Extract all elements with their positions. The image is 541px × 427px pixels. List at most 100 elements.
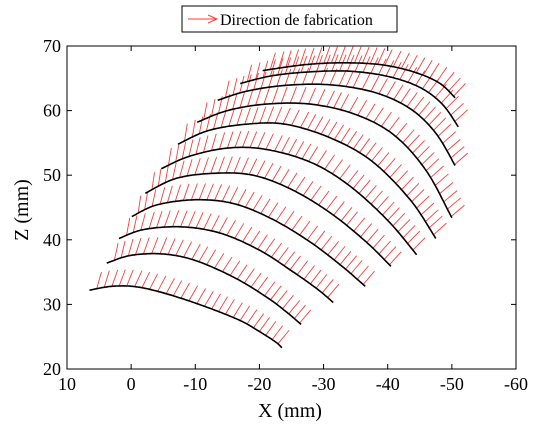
x-tick-label: 0	[127, 374, 136, 394]
direction-vector	[412, 140, 425, 154]
direction-vector	[416, 145, 430, 160]
toolpath-curve	[240, 70, 459, 128]
direction-vector	[306, 114, 317, 130]
direction-vector	[346, 46, 354, 63]
direction-vector	[248, 158, 258, 175]
direction-vector	[333, 246, 346, 261]
direction-vector	[224, 80, 230, 98]
direction-vector	[345, 70, 354, 87]
direction-vector	[300, 111, 310, 128]
direction-vector	[377, 48, 386, 65]
direction-vector	[239, 90, 246, 108]
direction-vector	[270, 59, 276, 77]
direction-vector	[388, 116, 400, 132]
direction-vector	[340, 127, 351, 143]
direction-vector	[306, 225, 318, 241]
direction-vector	[277, 330, 290, 345]
direction-vector	[454, 109, 469, 122]
direction-vector	[358, 179, 371, 194]
direction-vector	[291, 215, 303, 231]
direction-vector	[279, 169, 290, 185]
direction-vector	[253, 313, 265, 329]
direction-vector	[276, 69, 283, 87]
direction-vector	[210, 156, 218, 174]
direction-vector	[406, 182, 420, 197]
direction-vector	[144, 192, 148, 210]
direction-vector	[219, 132, 226, 150]
direction-vector	[324, 154, 335, 170]
direction-vector	[412, 96, 425, 112]
toolpath-5	[144, 156, 402, 267]
direction-vector	[383, 246, 397, 260]
direction-vector	[159, 187, 166, 205]
direction-vector	[393, 84, 404, 100]
direction-vector	[232, 302, 243, 318]
direction-vector	[293, 304, 306, 319]
direction-vector	[211, 293, 221, 310]
direction-vector	[284, 68, 292, 86]
direction-vector	[242, 130, 250, 148]
direction-vector	[250, 272, 262, 288]
direction-vector	[255, 88, 262, 106]
direction-vector	[149, 273, 159, 290]
direction-vector	[276, 290, 288, 305]
direction-vector	[167, 238, 176, 255]
direction-vector	[428, 215, 443, 229]
direction-vector	[316, 150, 327, 166]
direction-vector	[271, 165, 282, 182]
direction-vector	[318, 190, 330, 206]
direction-vector	[172, 210, 180, 227]
direction-vector	[395, 122, 408, 137]
y-axis-title: Z (mm)	[11, 179, 33, 241]
direction-vector	[416, 195, 430, 209]
toolpath-3	[118, 210, 340, 304]
direction-vector	[333, 124, 344, 140]
direction-vector	[228, 109, 235, 127]
toolpath-2	[106, 237, 312, 326]
direction-vector	[372, 234, 385, 249]
direction-vector	[182, 183, 190, 201]
direction-vector	[359, 138, 371, 153]
direction-vector	[353, 217, 366, 232]
direction-vector	[282, 294, 294, 310]
direction-vector	[148, 211, 155, 229]
direction-vector	[428, 111, 442, 126]
direction-vector	[338, 46, 346, 63]
direction-vector	[259, 106, 267, 124]
direction-vector	[166, 185, 173, 203]
direction-vector	[271, 242, 283, 258]
direction-vector	[360, 223, 373, 238]
direction-vector	[392, 50, 402, 67]
toolpath-curve	[106, 252, 302, 326]
direction-vector	[327, 121, 338, 138]
direction-vector	[310, 269, 322, 285]
direction-vector	[265, 321, 277, 336]
direction-vector	[191, 243, 201, 260]
direction-vector	[236, 108, 243, 126]
direction-vector	[198, 246, 209, 262]
toolpath-1	[89, 269, 290, 349]
direction-vector	[385, 60, 395, 77]
direction-vector	[220, 110, 227, 128]
direction-vector	[222, 256, 233, 272]
direction-vector	[333, 201, 345, 216]
direction-vector	[179, 160, 185, 178]
direction-vector	[211, 98, 216, 117]
direction-vector	[271, 87, 279, 104]
direction-vector	[382, 201, 395, 216]
direction-vector	[168, 147, 172, 166]
direction-vector	[111, 269, 119, 287]
direction-vector	[262, 60, 269, 78]
direction-vector	[308, 146, 319, 162]
direction-vector	[188, 285, 198, 302]
direction-vector	[365, 142, 377, 157]
direction-vector	[317, 89, 326, 106]
direction-vector	[234, 223, 245, 239]
direction-vector	[407, 134, 420, 149]
direction-vector	[277, 58, 284, 76]
direction-vector	[320, 235, 333, 251]
direction-vector	[408, 54, 418, 71]
direction-vector	[229, 186, 239, 203]
direction-vector	[302, 180, 314, 196]
direction-vector	[283, 251, 295, 267]
